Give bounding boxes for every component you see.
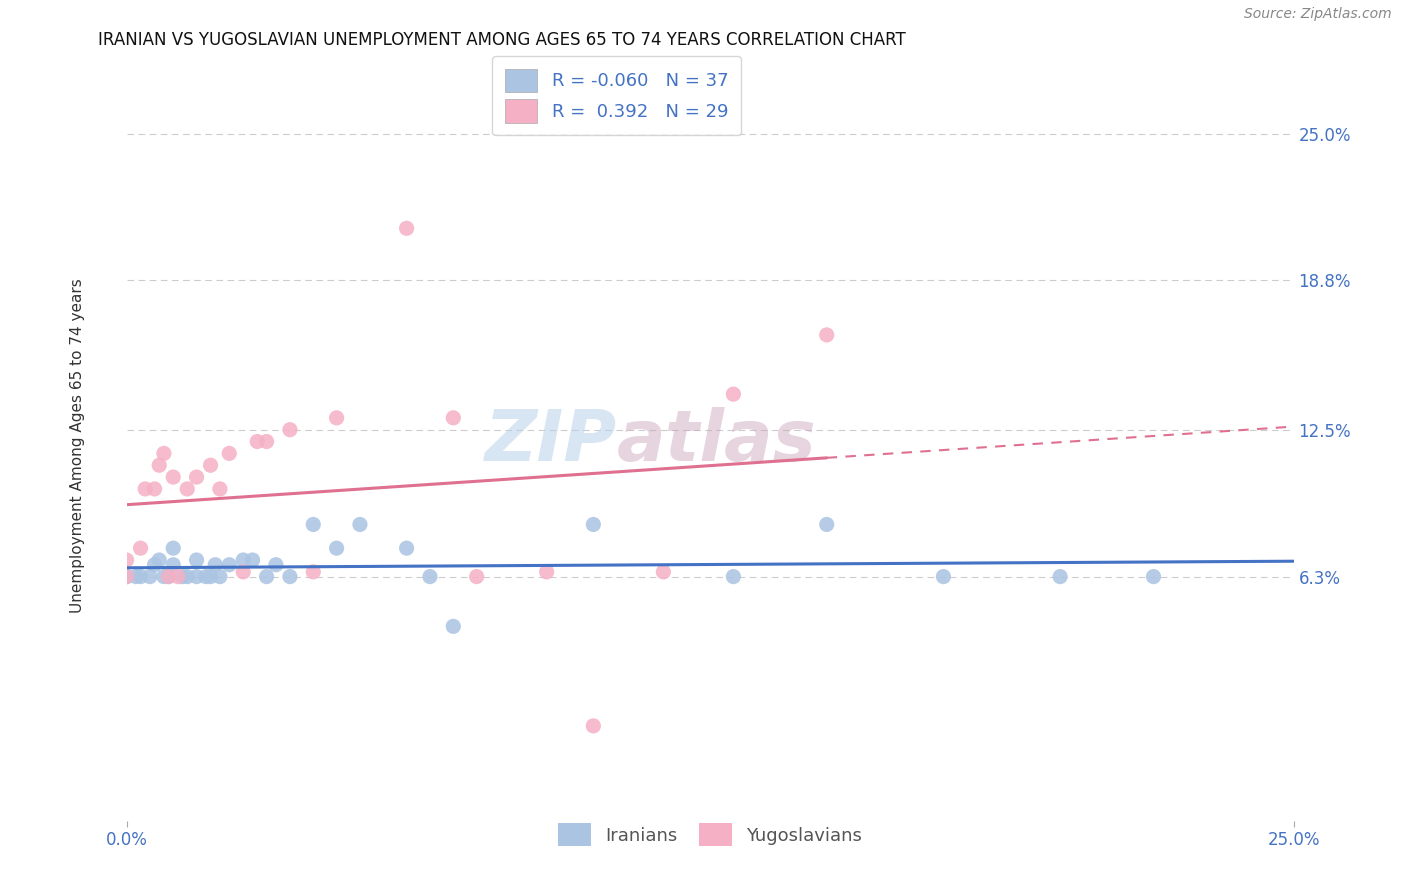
Point [157, 569, 180, 583]
Point [218, 558, 240, 572]
Point [536, 565, 558, 579]
Point [723, 387, 745, 401]
Point [232, 565, 254, 579]
Point [200, 458, 222, 473]
Point [134, 482, 156, 496]
Point [242, 553, 264, 567]
Text: IRANIAN VS YUGOSLAVIAN UNEMPLOYMENT AMONG AGES 65 TO 74 YEARS CORRELATION CHART: IRANIAN VS YUGOSLAVIAN UNEMPLOYMENT AMON… [98, 31, 907, 49]
Text: Unemployment Among Ages 65 to 74 years: Unemployment Among Ages 65 to 74 years [70, 278, 84, 614]
Point [932, 569, 955, 583]
Point [349, 517, 371, 532]
Point [186, 569, 208, 583]
Point [157, 569, 180, 583]
Point [148, 553, 170, 567]
Point [256, 434, 278, 449]
Legend: Iranians, Yugoslavians: Iranians, Yugoslavians [544, 809, 876, 861]
Point [419, 569, 441, 583]
Point [232, 553, 254, 567]
Point [208, 569, 231, 583]
Point [115, 553, 138, 567]
Point [302, 517, 325, 532]
Point [582, 719, 605, 733]
Point [153, 446, 176, 460]
Point [278, 569, 301, 583]
Point [143, 558, 166, 572]
Point [129, 541, 152, 556]
Point [218, 446, 240, 460]
Point [194, 569, 217, 583]
Point [162, 541, 184, 556]
Point [395, 221, 418, 235]
Point [139, 569, 162, 583]
Point [162, 558, 184, 572]
Point [115, 569, 138, 583]
Text: Source: ZipAtlas.com: Source: ZipAtlas.com [1244, 7, 1392, 21]
Point [441, 410, 464, 425]
Point [325, 410, 347, 425]
Point [176, 482, 198, 496]
Point [302, 565, 325, 579]
Point [167, 569, 190, 583]
Point [465, 569, 488, 583]
Point [278, 423, 301, 437]
Point [172, 569, 194, 583]
Point [723, 569, 745, 583]
Point [186, 470, 208, 484]
Point [115, 569, 138, 583]
Point [143, 482, 166, 496]
Point [246, 434, 269, 449]
Point [208, 482, 231, 496]
Point [125, 569, 148, 583]
Point [325, 541, 347, 556]
Point [582, 517, 605, 532]
Point [1142, 569, 1164, 583]
Point [815, 327, 838, 342]
Point [129, 569, 152, 583]
Point [176, 569, 198, 583]
Point [395, 541, 418, 556]
Point [153, 569, 176, 583]
Point [441, 619, 464, 633]
Point [200, 569, 222, 583]
Point [148, 458, 170, 473]
Point [186, 553, 208, 567]
Point [652, 565, 675, 579]
Text: ZIP: ZIP [485, 407, 617, 476]
Point [204, 558, 226, 572]
Point [815, 517, 838, 532]
Point [1049, 569, 1071, 583]
Point [162, 470, 184, 484]
Point [256, 569, 278, 583]
Text: atlas: atlas [617, 407, 817, 476]
Point [264, 558, 287, 572]
Point [115, 569, 138, 583]
